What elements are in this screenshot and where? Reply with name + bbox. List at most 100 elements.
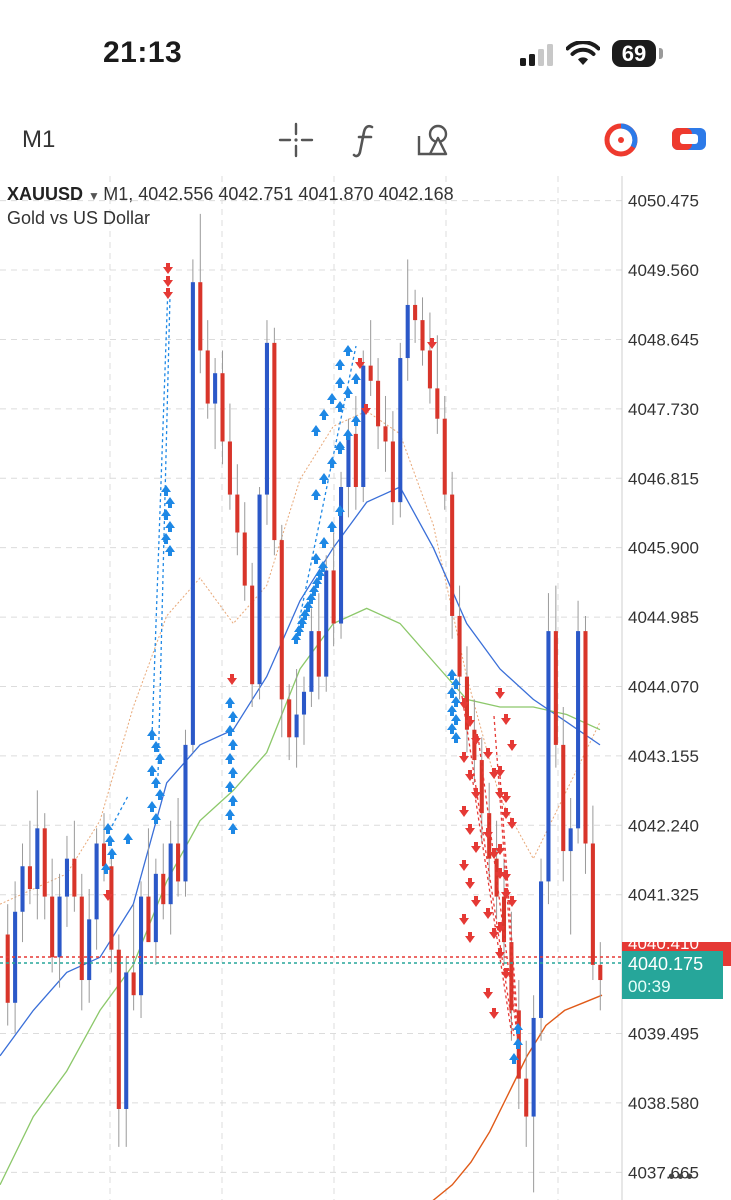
candle-bull bbox=[57, 896, 62, 958]
sell-arrow-icon bbox=[483, 828, 493, 839]
candle-bull bbox=[20, 866, 25, 912]
buy-arrow-icon bbox=[311, 489, 321, 500]
candle-bull bbox=[139, 896, 144, 996]
candle-bear bbox=[220, 373, 225, 442]
candle-bear bbox=[146, 896, 151, 943]
candle-bear bbox=[435, 388, 440, 419]
buy-arrow-icon bbox=[165, 521, 175, 532]
trade-timer-icon[interactable] bbox=[603, 122, 639, 158]
indicators-f-icon[interactable] bbox=[350, 122, 380, 158]
candle-bear bbox=[109, 866, 114, 950]
sell-arrow-icon bbox=[501, 888, 511, 899]
buy-arrow-icon bbox=[319, 537, 329, 548]
objects-icon[interactable] bbox=[416, 122, 452, 158]
symbol-dropdown-icon[interactable]: ▼ bbox=[88, 189, 104, 203]
sell-arrow-icon bbox=[465, 716, 475, 727]
buy-arrow-icon bbox=[225, 781, 235, 792]
price-tick-label: 4037.665 bbox=[628, 1163, 699, 1182]
candle-bear bbox=[494, 858, 499, 897]
more-options-icon[interactable]: ••• bbox=[668, 1166, 696, 1188]
candle-bear bbox=[331, 570, 336, 624]
candle-bull bbox=[64, 858, 69, 897]
trade-link-line bbox=[295, 345, 357, 637]
candle-bull bbox=[87, 919, 92, 981]
candle-bull bbox=[301, 691, 307, 715]
candle-bear bbox=[368, 365, 373, 381]
buy-arrow-icon bbox=[311, 425, 321, 436]
symbol-name[interactable]: XAUUSD bbox=[7, 184, 84, 204]
chart-toolbar: M1 bbox=[0, 100, 731, 176]
price-tick-label: 4044.070 bbox=[628, 677, 699, 696]
buy-arrow-icon bbox=[335, 401, 345, 412]
candle-bull bbox=[539, 881, 544, 1018]
price-tick-label: 4050.475 bbox=[628, 192, 699, 211]
buy-arrow-icon bbox=[451, 696, 461, 707]
candle-bear bbox=[376, 380, 381, 427]
candle-bear bbox=[427, 350, 432, 389]
candle-bear bbox=[583, 631, 588, 844]
buy-arrow-icon bbox=[309, 585, 319, 596]
buy-arrow-icon bbox=[300, 609, 310, 620]
candle-bear bbox=[501, 896, 507, 943]
candle-bear bbox=[353, 433, 358, 487]
candle-bear bbox=[524, 1078, 529, 1117]
price-tick-label: 4039.495 bbox=[628, 1025, 699, 1044]
candle-bull bbox=[264, 342, 269, 495]
sell-arrow-icon bbox=[489, 768, 499, 779]
buy-arrow-icon bbox=[343, 387, 353, 398]
buy-arrow-icon bbox=[155, 753, 165, 764]
buy-arrow-icon bbox=[447, 669, 457, 680]
price-chart[interactable]: 4050.475 4049.560 4048.645 4047.730 4046.815… bbox=[0, 176, 731, 1200]
current-price-tag bbox=[622, 951, 723, 999]
buy-arrow-icon bbox=[311, 553, 321, 564]
sell-arrow-icon bbox=[501, 792, 511, 803]
buy-arrow-icon bbox=[319, 473, 329, 484]
buy-arrow-icon bbox=[151, 741, 161, 752]
sell-arrow-icon bbox=[489, 928, 499, 939]
sell-arrow-icon bbox=[471, 842, 481, 853]
buy-arrow-icon bbox=[343, 429, 353, 440]
symbol-header[interactable]: XAUUSD ▼ M1, 4042.556 4042.751 4041.870 … bbox=[7, 184, 454, 205]
sell-arrow-icon bbox=[495, 788, 505, 799]
buy-arrow-icon bbox=[151, 777, 161, 788]
trade-toggle-icon[interactable] bbox=[670, 122, 708, 156]
buy-arrow-icon bbox=[327, 393, 337, 404]
sell-arrow-icon bbox=[459, 914, 469, 925]
buy-arrow-icon bbox=[513, 1038, 523, 1049]
sell-arrow-icon bbox=[103, 890, 113, 901]
buy-arrow-icon bbox=[327, 521, 337, 532]
buy-arrow-icon bbox=[335, 377, 345, 388]
price-axis: 4050.475 4049.560 4048.645 4047.730 4046.815… bbox=[628, 192, 699, 1183]
cellular-signal-icon bbox=[520, 44, 553, 66]
candle-bear bbox=[101, 843, 107, 867]
battery-tip bbox=[659, 48, 663, 59]
status-bar: 21:13 69 bbox=[0, 0, 731, 100]
chart-area[interactable]: 4050.475 4049.560 4048.645 4047.730 4046.815… bbox=[0, 176, 731, 1200]
sell-arrow-icon bbox=[163, 276, 173, 287]
buy-arrow-icon bbox=[165, 497, 175, 508]
buy-arrow-icon bbox=[306, 593, 316, 604]
sell-arrow-icon bbox=[459, 752, 469, 763]
sell-arrow-icon bbox=[495, 868, 505, 879]
buy-arrow-icon bbox=[161, 509, 171, 520]
crosshair-icon[interactable] bbox=[278, 122, 314, 158]
buy-arrow-icon bbox=[447, 687, 457, 698]
timeframe-selector[interactable]: M1 bbox=[22, 126, 56, 153]
sell-arrow-icon bbox=[459, 698, 469, 709]
bar-countdown: 00:39 bbox=[628, 977, 671, 996]
candle-bull bbox=[546, 631, 551, 882]
ask-price-label: 4040.410 bbox=[628, 934, 699, 953]
buy-arrow-icon bbox=[107, 848, 117, 859]
price-tick-label: 4047.730 bbox=[628, 400, 699, 419]
sell-arrow-icon bbox=[459, 860, 469, 871]
candle-bear bbox=[457, 615, 462, 677]
trade-link-line bbox=[157, 295, 171, 777]
candle-bear bbox=[390, 441, 395, 503]
candle-bear bbox=[383, 426, 388, 442]
buy-arrow-icon bbox=[228, 823, 238, 834]
sell-arrow-icon bbox=[361, 404, 371, 415]
buy-arrow-icon bbox=[351, 373, 361, 384]
price-tick-label: 4046.815 bbox=[628, 469, 699, 488]
candle-bear bbox=[176, 843, 181, 882]
buy-arrow-icon bbox=[447, 705, 457, 716]
